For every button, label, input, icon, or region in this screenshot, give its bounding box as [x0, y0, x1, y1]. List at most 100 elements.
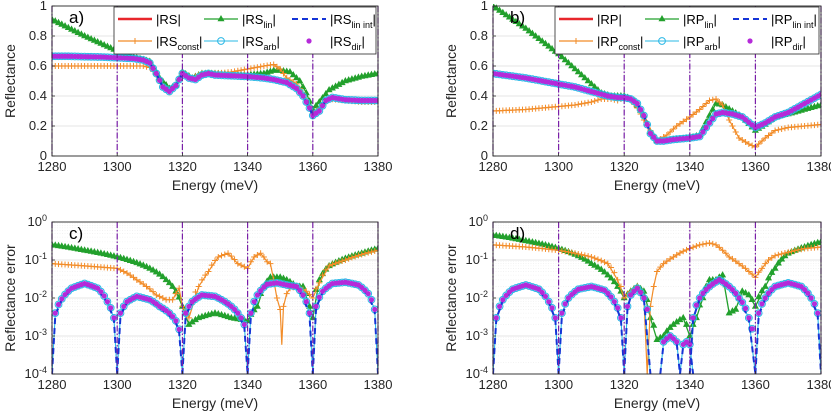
- data-point-const: [375, 247, 378, 254]
- data-point-dir: [605, 290, 611, 296]
- data-point-lin: [299, 82, 307, 90]
- legend-entry-lin: |RSlin|: [204, 12, 276, 30]
- data-point-arb: [246, 309, 255, 318]
- data-point-lin: [561, 55, 569, 63]
- data-point-dir: [818, 91, 821, 98]
- data-point-lin: [528, 29, 536, 36]
- data-point-lin: [545, 42, 553, 49]
- data-point-dir: [729, 286, 736, 293]
- legend-marker-dir: [306, 38, 312, 44]
- data-point-lin: [525, 27, 533, 34]
- x-axis-label: Energy (meV): [614, 395, 700, 411]
- y-tick-label: 1: [40, 0, 47, 13]
- legend-entry-dir: |RPdir|: [747, 34, 806, 52]
- y-tick-label: 0.6: [29, 58, 47, 73]
- legend-entry-const: |RSconst|: [118, 34, 202, 52]
- data-point-dir: [176, 326, 182, 332]
- data-point-dir: [759, 301, 765, 307]
- data-point-const: [768, 254, 775, 261]
- legend-marker-const: [573, 38, 579, 44]
- data-point-dir: [601, 287, 608, 293]
- data-point-const: [267, 260, 274, 267]
- data-point-dir: [231, 306, 238, 313]
- y-axis-label: Reflectance: [443, 44, 459, 118]
- data-point-lin: [286, 67, 294, 75]
- data-point-lin: [165, 278, 173, 286]
- y-tick-label: 10-3: [466, 327, 488, 343]
- data-point-const: [205, 268, 212, 275]
- data-point-lin: [610, 277, 618, 285]
- data-point-dir: [811, 301, 818, 307]
- data-point-arb: [299, 291, 307, 299]
- data-point-dir: [726, 283, 732, 290]
- data-point-const: [585, 253, 592, 260]
- data-point-lin: [505, 13, 513, 20]
- data-point-dir: [493, 315, 499, 321]
- data-point-const: [264, 258, 271, 265]
- data-point-lin: [578, 70, 586, 78]
- data-point-const: [342, 257, 349, 263]
- data-point-dir: [121, 303, 127, 310]
- legend-label-arb: |RParb|: [683, 34, 721, 52]
- data-point-dir: [98, 289, 104, 295]
- data-point-lin: [719, 271, 727, 278]
- y-tick-label: 10-1: [466, 251, 488, 267]
- data-point-const: [355, 252, 362, 259]
- data-point-dir: [641, 295, 647, 301]
- x-tick-label: 1340: [675, 159, 704, 174]
- data-point-dir: [638, 106, 644, 113]
- data-point-const: [591, 255, 598, 262]
- data-point-dir: [101, 293, 107, 299]
- data-point-dir: [170, 313, 176, 320]
- data-point-arb: [152, 69, 161, 78]
- data-point-lin: [152, 268, 160, 275]
- data-point-dir: [297, 89, 303, 95]
- data-point-const: [739, 137, 746, 143]
- data-point-lin: [499, 8, 507, 16]
- data-point-dir: [316, 294, 322, 300]
- data-point-lin: [58, 20, 66, 27]
- data-point-const: [588, 99, 595, 105]
- data-point-dir: [703, 124, 709, 131]
- data-point-dir: [674, 339, 680, 345]
- legend-marker-const: [132, 38, 138, 44]
- data-point-dir: [293, 283, 300, 290]
- data-point-dir: [546, 299, 552, 305]
- data-point-const: [254, 64, 261, 71]
- data-point-const: [594, 256, 601, 263]
- data-point-dir: [362, 287, 368, 293]
- data-point-dir: [628, 292, 634, 298]
- data-point-const: [562, 248, 569, 255]
- data-point-const: [722, 250, 729, 257]
- data-point-const: [575, 250, 582, 257]
- x-tick-label: 1280: [38, 159, 67, 174]
- data-point-lin: [535, 34, 543, 41]
- data-point-const: [273, 295, 280, 301]
- data-point-const: [137, 278, 144, 285]
- data-point-const: [228, 253, 235, 260]
- data-point-const: [120, 268, 127, 275]
- data-point-arb: [738, 298, 747, 307]
- panel-c: 1280 1300 1320 1340 1360 1380 10-4 10-3 10-2 10-1…: [2, 213, 392, 411]
- data-point-dir: [150, 65, 156, 71]
- data-point-lin: [107, 43, 115, 51]
- data-point-const: [650, 283, 657, 290]
- data-point-const: [768, 130, 775, 136]
- data-point-lin: [146, 264, 154, 271]
- data-point-dir: [805, 290, 811, 296]
- data-point-const: [726, 253, 733, 260]
- data-point-arb: [758, 299, 766, 308]
- data-point-dir: [173, 318, 179, 324]
- data-point-lin: [322, 89, 330, 97]
- data-point-arb: [155, 76, 164, 85]
- data-point-const: [150, 288, 157, 295]
- data-point-const: [657, 264, 664, 271]
- data-point-lin: [587, 259, 595, 266]
- data-point-const: [762, 260, 769, 267]
- data-point-const: [732, 258, 739, 265]
- data-point-lin: [761, 282, 769, 289]
- data-point-const: [736, 260, 742, 267]
- data-point-const: [143, 283, 150, 290]
- data-point-lin: [77, 30, 85, 37]
- data-point-dir: [670, 336, 677, 342]
